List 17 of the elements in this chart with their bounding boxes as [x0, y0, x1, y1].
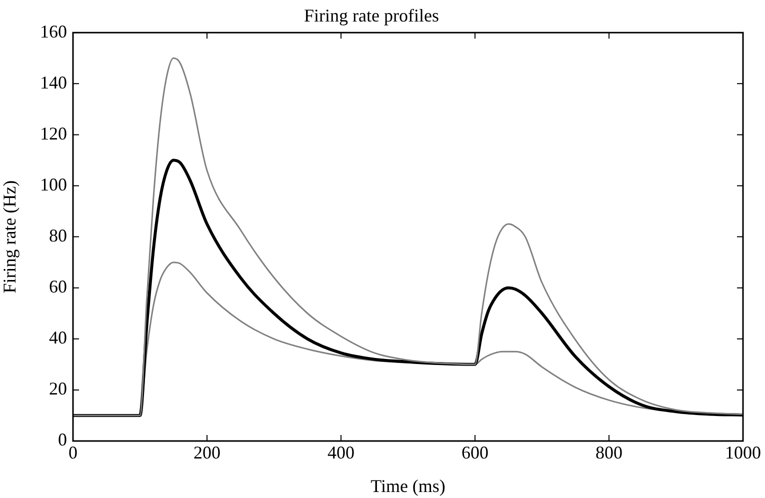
- y-axis-title: Firing rate (Hz): [0, 180, 20, 294]
- y-tick-label: 120: [40, 123, 67, 144]
- y-tick-label: 40: [49, 328, 67, 348]
- y-tick-label: 0: [58, 430, 67, 450]
- y-tick-label: 60: [49, 276, 67, 297]
- y-tick-label: 140: [40, 72, 67, 92]
- x-tick-label: 200: [194, 442, 220, 463]
- y-tick-label: 100: [40, 174, 67, 194]
- x-tick-label: 600: [462, 442, 488, 463]
- y-tick-label: 160: [40, 21, 67, 42]
- x-tick-label: 400: [328, 442, 354, 463]
- y-tick-label: 80: [49, 226, 67, 246]
- chart-title: Firing rate profiles: [304, 6, 439, 26]
- y-tick-label: 20: [49, 378, 67, 399]
- x-axis-title: Time (ms): [370, 476, 446, 496]
- x-tick-label: 1000: [725, 442, 761, 463]
- x-tick-label: 800: [596, 442, 622, 463]
